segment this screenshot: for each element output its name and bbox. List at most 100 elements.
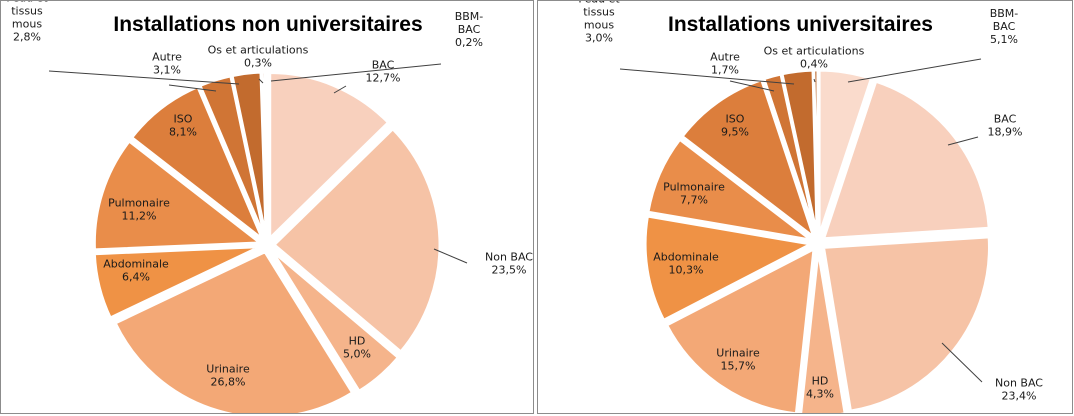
slice-label-urinaire: Urinaire 26,8% (206, 363, 250, 389)
slice-labels: BAC 12,7% Non BAC 23,5% HD 5,0% Urinaire 26,8% A… (6, 1, 533, 389)
slice-label-bac: BAC 12,7% (366, 59, 401, 85)
leader-line-autre (729, 80, 775, 92)
slice-label-non-bac: Non BAC 23,5% (485, 251, 533, 277)
slice-label-os-et-articulations: Os et articulations 0,3% (208, 44, 309, 70)
slice-name: HD (349, 335, 366, 348)
slice-name: Peau et (6, 1, 48, 5)
slice-label-urinaire: Urinaire 15,7% (716, 347, 760, 373)
slice-value: 18,9% (988, 126, 1023, 139)
slice-label-pulmonaire: Pulmonaire 11,2% (108, 197, 170, 223)
slice-label-bbm-bac: BBM-BAC 5,1% (990, 7, 1019, 46)
slice-name: BBM- (990, 7, 1019, 20)
leader-line-bbm-bac (847, 58, 982, 83)
leader-line-bac (333, 85, 347, 94)
pie-slice-urinaire (665, 247, 816, 413)
slice-value: 23,5% (492, 264, 527, 277)
pie-slice-hd (270, 248, 400, 393)
chart-panel-university: Installations universitaires BBM-BAC 5,1%… (537, 0, 1073, 414)
leader-line-non-bac (433, 248, 468, 264)
slice-label-iso: ISO 8,1% (169, 113, 197, 139)
slice-label-os-et-articulations: Os et articulations 0,4% (764, 45, 865, 71)
slice-name: Autre (710, 51, 740, 64)
leader-lines (48, 63, 468, 264)
leader-line-bbm-bac (270, 63, 442, 82)
slice-value: 7,7% (680, 194, 708, 207)
slice-label-hd: HD 4,3% (806, 375, 834, 401)
slice-value: 11,2% (122, 210, 157, 223)
slice-name: Peau et (578, 1, 620, 6)
pie-slice-abdominale (92, 245, 262, 320)
slice-name: HD (812, 375, 829, 388)
leader-line-bac (947, 136, 979, 146)
leader-line-peau-et-tissus-mous (48, 70, 240, 85)
leader-line-os-et-articulations (258, 78, 264, 84)
slice-name: Non BAC (995, 377, 1043, 390)
slice-name: ISO (726, 113, 745, 126)
slice-label-abdominale: Abdominale 10,3% (653, 251, 719, 277)
slice-name: Os et articulations (764, 45, 865, 58)
slice-name: Pulmonaire (108, 197, 170, 210)
slice-name: BBM- (455, 10, 484, 23)
slice-value: 9,5% (721, 126, 749, 139)
leader-line-autre (168, 84, 217, 92)
slice-label-autre: Autre 3,1% (152, 51, 182, 77)
slice-value: 26,8% (211, 376, 246, 389)
slice-name: tissus (11, 5, 43, 18)
slice-value: 12,7% (366, 72, 401, 85)
pie-slice-bbm-bac (263, 70, 269, 240)
slice-label-iso: ISO 9,5% (721, 113, 749, 139)
pie-chart-university: BBM-BAC 5,1%BAC 18,9%Non BAC 23,4%HD 4,3%Uri… (578, 1, 1043, 413)
slice-name: BAC (994, 113, 1017, 126)
slice-label-autre: Autre 1,7% (710, 51, 740, 77)
leader-line-peau-et-tissus-mous (619, 68, 795, 85)
slice-label-pulmonaire: Pulmonaire 7,7% (663, 181, 725, 207)
slice-name: Urinaire (206, 363, 250, 376)
pie-slices (92, 70, 442, 413)
slice-name: Pulmonaire (663, 181, 725, 194)
slice-value: 10,3% (669, 264, 704, 277)
slice-value: 0,3% (244, 57, 272, 70)
slice-label-abdominale: Abdominale 6,4% (103, 258, 169, 284)
pie-slice-hd (799, 248, 847, 413)
pie-slice-urinaire (113, 250, 355, 413)
pie-slice-bac (822, 79, 991, 241)
slice-value: 5,0% (343, 348, 371, 361)
slice-label-bac: BAC 18,9% (988, 113, 1023, 139)
slice-value: 3,0% (585, 32, 613, 45)
slice-name: mous (12, 18, 42, 31)
slice-label-hd: HD 5,0% (343, 335, 371, 361)
pie-slice-non-bac (821, 235, 991, 413)
pie-slices (643, 68, 991, 413)
slice-value: 5,1% (990, 33, 1018, 46)
chart-panel-non-university: Installations non universitaires BAC 12,7… (0, 0, 534, 414)
leader-line-os-et-articulations (813, 78, 816, 83)
slice-name: tissus (583, 6, 615, 19)
slice-value: 0,4% (800, 58, 828, 71)
leader-lines (619, 58, 983, 383)
slice-name: Non BAC (485, 251, 533, 264)
slice-value: 3,1% (153, 64, 181, 77)
slice-labels: BBM-BAC 5,1%BAC 18,9%Non BAC 23,4%HD 4,3%Uri… (578, 1, 1043, 403)
slice-name: BAC (993, 20, 1016, 33)
pie-slice-abdominale (643, 214, 813, 322)
slice-name: Abdominale (653, 251, 719, 264)
slice-label-peau-et-tissus-mous: Peau ettissusmous3,0% (578, 1, 620, 45)
slice-value: 6,4% (122, 271, 150, 284)
slice-name: mous (584, 19, 614, 32)
slice-value: 2,8% (13, 31, 41, 44)
slice-name: Abdominale (103, 258, 169, 271)
pie-chart-non-university: BAC 12,7% Non BAC 23,5% HD 5,0% Urinaire 26,8% A… (6, 1, 533, 413)
pie-slice-pulmonaire (646, 137, 814, 242)
pie-slice-non-bac (272, 127, 442, 354)
slice-name: Urinaire (716, 347, 760, 360)
pie-slice-pulmonaire (92, 139, 262, 252)
slice-value: 23,4% (1002, 390, 1037, 403)
slice-value: 4,3% (806, 388, 834, 401)
slice-name: Autre (152, 51, 182, 64)
slice-name: BAC (372, 59, 395, 72)
leader-line-non-bac (941, 342, 983, 383)
pie-slice-iso (130, 85, 265, 241)
slice-name: ISO (174, 113, 193, 126)
slice-label-bbm-bac: BBM-BAC 0,2% (455, 10, 484, 49)
slice-value: 15,7% (721, 360, 756, 373)
